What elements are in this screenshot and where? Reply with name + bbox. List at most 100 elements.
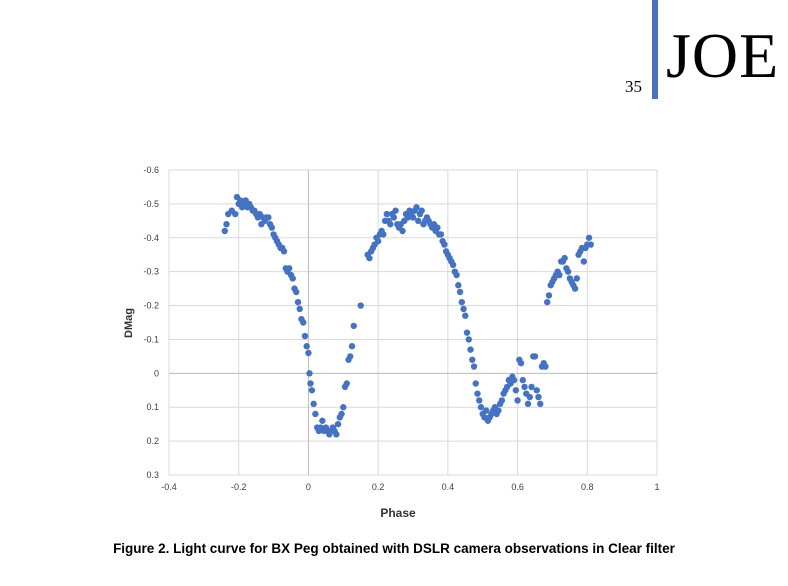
data-point <box>383 210 391 218</box>
data-point <box>472 380 479 387</box>
data-point <box>390 214 398 221</box>
data-point <box>380 231 387 238</box>
y-tick-label: -0.6 <box>143 165 159 175</box>
data-point <box>343 380 350 387</box>
data-point <box>319 417 326 424</box>
data-point <box>418 207 425 214</box>
data-point <box>495 407 502 414</box>
y-tick-label: -0.2 <box>143 301 159 311</box>
data-point <box>561 254 568 262</box>
data-point <box>357 302 364 309</box>
x-tick-label: -0.4 <box>161 482 177 492</box>
data-point <box>517 359 525 367</box>
data-point <box>544 298 551 306</box>
data-point <box>310 400 317 408</box>
data-point <box>300 319 307 326</box>
data-point <box>286 265 293 272</box>
data-point <box>455 282 462 289</box>
data-point <box>477 404 485 411</box>
data-point <box>456 288 464 296</box>
grid-layer <box>168 169 658 476</box>
data-point <box>462 312 469 319</box>
data-point <box>458 298 465 306</box>
data-point <box>474 390 481 397</box>
data-point <box>308 387 316 394</box>
data-point <box>223 221 230 228</box>
data-point <box>510 376 518 384</box>
data-point <box>587 241 594 248</box>
x-tick-label: 1 <box>654 482 659 492</box>
data-point <box>441 241 448 248</box>
light-curve-chart: -0.6-0.5-0.4-0.3-0.2-0.100.10.20.3-0.4 -0… <box>123 165 660 520</box>
data-point <box>387 221 394 228</box>
data-point <box>537 400 544 408</box>
data-point <box>498 397 506 404</box>
data-point <box>434 224 441 231</box>
data-point <box>268 224 276 231</box>
data-point <box>476 397 483 404</box>
data-point <box>305 349 312 357</box>
data-point <box>293 288 300 296</box>
journal-accent-bar <box>652 0 658 99</box>
y-tick-label: 0.2 <box>146 436 159 446</box>
data-point <box>453 271 460 279</box>
data-point <box>573 275 581 282</box>
x-tick-label: 0.2 <box>372 482 385 492</box>
data-point <box>449 261 457 269</box>
data-point <box>545 292 553 299</box>
tick-label-layer: -0.6-0.5-0.4-0.3-0.2-0.100.10.20.3-0.4 -0… <box>143 165 659 492</box>
data-point <box>307 380 314 387</box>
data-point <box>294 298 302 306</box>
data-point <box>333 431 340 438</box>
data-point <box>465 336 472 343</box>
data-point <box>467 346 474 353</box>
data-point <box>338 410 345 418</box>
data-point <box>312 410 319 418</box>
y-axis-label: DMag <box>123 308 135 338</box>
data-point <box>413 204 420 211</box>
data-point <box>469 356 476 363</box>
x-tick-label: 0.4 <box>442 482 455 492</box>
data-point <box>535 393 542 401</box>
y-tick-label: 0.3 <box>146 470 159 480</box>
journal-title: JOE <box>666 20 780 91</box>
x-tick-label: 0.6 <box>511 482 524 492</box>
data-point <box>232 210 239 218</box>
data-point <box>340 404 347 411</box>
data-point <box>528 383 535 391</box>
data-point <box>564 268 572 275</box>
data-point <box>437 231 445 238</box>
data-point <box>556 271 563 279</box>
data-point <box>463 329 471 336</box>
data-point <box>296 305 303 313</box>
y-tick-label: -0.4 <box>143 233 159 243</box>
data-point <box>580 258 587 265</box>
page-number: 35 <box>625 77 642 96</box>
data-point <box>460 305 467 313</box>
data-point <box>571 285 579 292</box>
data-point <box>512 387 520 394</box>
data-point <box>347 353 354 360</box>
x-tick-label: -0.2 <box>231 482 247 492</box>
data-point <box>301 332 309 340</box>
figure-caption: Figure 2. Light curve for BX Peg obtaine… <box>113 541 675 556</box>
data-point <box>514 397 521 404</box>
y-tick-label: -0.5 <box>143 199 159 209</box>
data-point <box>542 363 549 370</box>
data-point <box>289 275 296 282</box>
x-tick-label: 0.8 <box>581 482 594 492</box>
y-tick-label: -0.3 <box>143 267 159 277</box>
data-point <box>524 400 532 408</box>
data-point <box>531 353 539 360</box>
data-point <box>399 227 406 235</box>
x-axis-label: Phase <box>380 506 416 520</box>
data-point <box>392 207 399 214</box>
data-point <box>533 387 540 394</box>
data-point <box>585 234 593 241</box>
data-point <box>366 254 373 262</box>
data-point <box>334 420 342 428</box>
data-point <box>521 383 528 391</box>
data-points-layer <box>221 193 594 438</box>
y-tick-label: 0.1 <box>146 402 159 412</box>
y-tick-label: 0 <box>154 368 159 378</box>
